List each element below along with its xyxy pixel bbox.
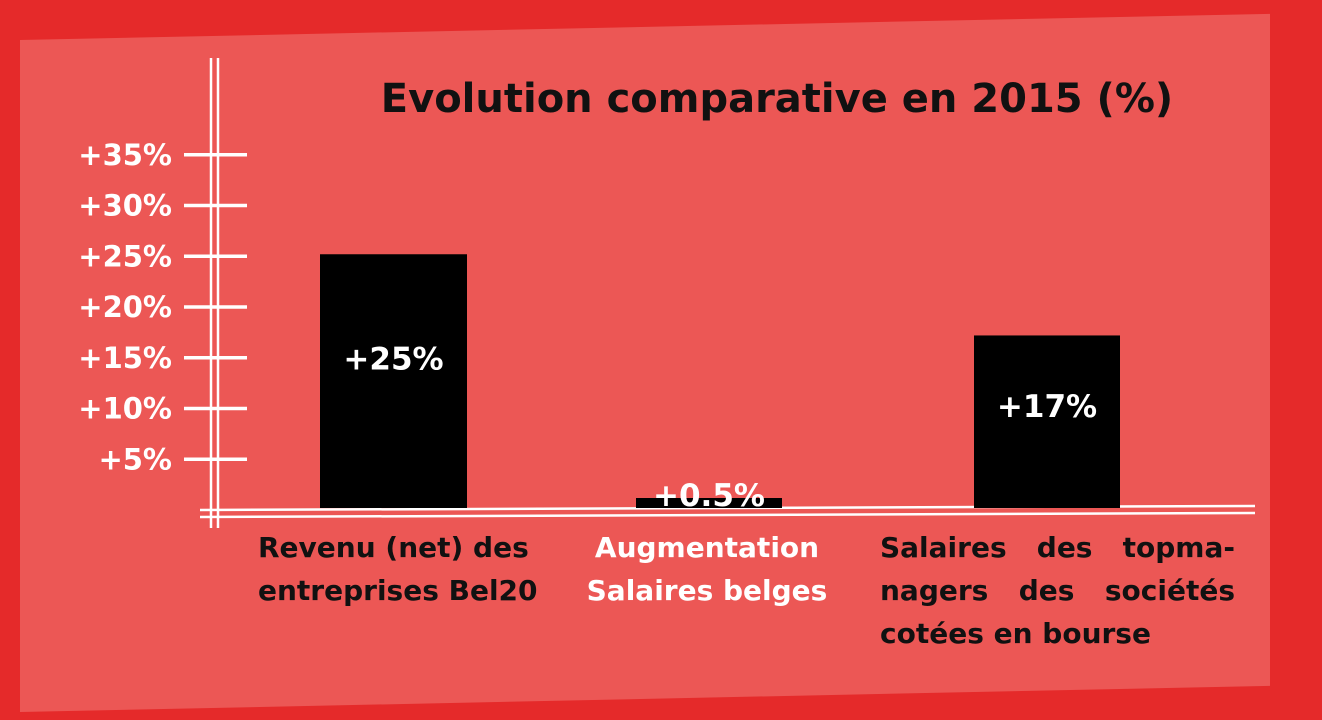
bar-data-label: +25% xyxy=(343,341,443,377)
y-tick-label: +20% xyxy=(78,290,172,324)
bars xyxy=(320,254,1120,508)
category-label-revenu: Revenu (net) des entreprises Bel20 xyxy=(258,531,538,607)
y-tick-label: +15% xyxy=(78,341,172,375)
y-tick-label: +25% xyxy=(78,239,172,273)
y-tick-label: +10% xyxy=(78,392,172,426)
category-label-topmanagers: Salaires des topma- nagers des sociétés … xyxy=(880,531,1235,650)
bar-data-label: +17% xyxy=(997,389,1097,425)
bar xyxy=(636,498,782,508)
category-label-salaires-belges: Augmentation Salaires belges xyxy=(586,531,828,607)
y-tick-label: +30% xyxy=(78,189,172,223)
bar xyxy=(974,335,1120,508)
y-ticks: +5% +10% +15% +20% +25% +30% +35% xyxy=(78,138,247,476)
x-axis-line xyxy=(199,511,1256,519)
y-tick-label: +5% xyxy=(98,442,172,476)
y-tick-label: +35% xyxy=(78,138,172,172)
bar xyxy=(320,254,467,508)
bar-labels: +25% +0.5% +17% xyxy=(343,341,1097,514)
chart-title: Evolution comparative en 2015 (%) xyxy=(381,76,1173,122)
bar-data-label: +0.5% xyxy=(653,478,765,514)
